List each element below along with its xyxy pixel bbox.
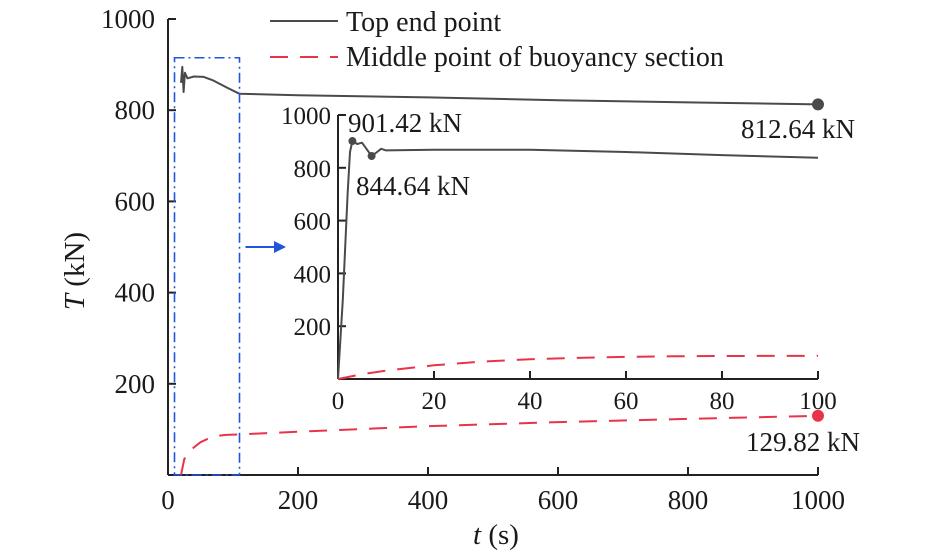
inset-x-tick-label: 80 (710, 388, 735, 415)
legend: Top end point Middle point of buoyancy s… (270, 7, 724, 73)
inset-y-tick-label: 1000 (281, 103, 331, 130)
inset-x-tick-label: 0 (332, 388, 345, 415)
main-series-top-end-point (180, 65, 819, 106)
inset-annotation-marker (348, 137, 357, 146)
inset-x-tick-label: 40 (518, 388, 543, 415)
main-annotation-marker (812, 409, 824, 422)
inset-plot: 0 20 40 60 80 100 200 400 600 800 1000 (281, 103, 837, 415)
annotation-main-top-end: 812.64 kN (741, 114, 855, 144)
main-series-middle-point-of-buoyancy-section (180, 414, 819, 476)
main-x-tick-label: 400 (408, 485, 449, 515)
inset-annotation-marker (367, 152, 376, 161)
zoom-region-box (173, 56, 241, 476)
annotation-inset-peak: 901.42 kN (348, 108, 462, 138)
inset-x-tick-label: 60 (614, 388, 639, 415)
zoom-arrow-head (274, 241, 286, 253)
main-annotation-marker (812, 98, 824, 111)
annotation-inset-trough: 844.64 kN (356, 171, 470, 201)
y-axis-title: T (kN) (59, 232, 91, 310)
inset-y-tick-label: 200 (294, 314, 332, 341)
inset-series-middle-point-of-buoyancy-section (337, 354, 819, 380)
main-x-tick-label: 0 (161, 485, 175, 515)
annotation-main-buoyancy: 129.82 kN (746, 427, 860, 457)
overlay-layer (173, 56, 286, 476)
main-x-tick-label: 600 (538, 485, 579, 515)
legend-label-top-end-point: Top end point (346, 7, 501, 38)
main-y-tick-label: 1000 (101, 4, 155, 34)
main-x-tick-label: 800 (668, 485, 709, 515)
main-y-tick-label: 600 (115, 186, 156, 216)
main-y-tick-label: 800 (115, 95, 156, 125)
inset-x-tick-label: 20 (422, 388, 447, 415)
inset-y-tick-label: 800 (294, 156, 332, 183)
x-axis-title: t (s) (473, 519, 519, 551)
legend-label-middle-point: Middle point of buoyancy section (346, 42, 724, 73)
main-y-tick-label: 400 (115, 278, 156, 308)
main-x-tick-label: 200 (278, 485, 319, 515)
main-y-tick-label: 200 (115, 369, 156, 399)
main-x-tick-label: 1000 (791, 485, 845, 515)
inset-y-tick-label: 400 (294, 261, 332, 288)
inset-x-tick-label: 100 (799, 388, 837, 415)
inset-y-tick-label: 600 (294, 209, 332, 236)
